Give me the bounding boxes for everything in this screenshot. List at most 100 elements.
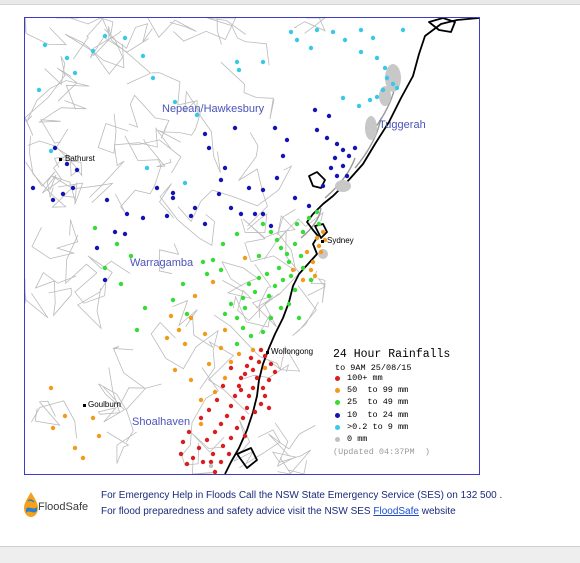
station-dot-cyan bbox=[381, 88, 385, 92]
station-dot-blue bbox=[333, 156, 337, 160]
station-dot-blue bbox=[315, 128, 319, 132]
legend-item: 10 to 24 mm bbox=[333, 410, 473, 422]
station-dot-blue bbox=[103, 278, 107, 282]
station-dot-cyan bbox=[359, 28, 363, 32]
town-marker-wollongong bbox=[266, 351, 269, 354]
floodsafe-logo[interactable]: FloodSafe bbox=[22, 491, 92, 521]
station-dot-green bbox=[317, 222, 321, 226]
station-dot-blue bbox=[261, 188, 265, 192]
legend-label: 10 to 24 mm bbox=[347, 410, 408, 420]
catchment-boundary bbox=[264, 213, 323, 260]
rainfall-legend: 24 Hour Rainfalls to 9AM 25/08/15 100+ m… bbox=[333, 348, 473, 457]
station-dot-blue bbox=[217, 192, 221, 196]
station-dot-orange bbox=[243, 256, 247, 260]
station-dot-green bbox=[257, 276, 261, 280]
station-dot-green bbox=[235, 316, 239, 320]
catchment-boundary bbox=[245, 232, 296, 271]
station-dot-blue bbox=[321, 184, 325, 188]
station-dot-blue bbox=[219, 178, 223, 182]
station-dot-cyan bbox=[343, 38, 347, 42]
preparedness-text-before: For flood preparedness and safety advice… bbox=[101, 506, 373, 517]
station-dot-red bbox=[233, 394, 237, 398]
station-dot-red bbox=[215, 398, 219, 402]
station-dot-green bbox=[223, 312, 227, 316]
station-dot-red bbox=[243, 434, 247, 438]
station-dot-orange bbox=[291, 268, 295, 272]
emergency-help-text: For Emergency Help in Floods Call the NS… bbox=[101, 490, 502, 501]
station-dot-cyan bbox=[341, 96, 345, 100]
station-dot-blue bbox=[273, 126, 277, 130]
station-dot-red bbox=[253, 410, 257, 414]
station-dot-orange bbox=[189, 316, 193, 320]
lake bbox=[365, 116, 377, 140]
catchment-boundary bbox=[90, 31, 148, 58]
station-dot-green bbox=[257, 254, 261, 258]
station-dot-cyan bbox=[103, 34, 107, 38]
station-dot-blue bbox=[247, 186, 251, 190]
town-marker-bathurst bbox=[59, 158, 62, 161]
station-dot-green bbox=[181, 282, 185, 286]
station-dot-green bbox=[315, 210, 319, 214]
station-dot-orange bbox=[51, 426, 55, 430]
catchment-boundary bbox=[35, 401, 60, 425]
station-dot-green bbox=[275, 238, 279, 242]
station-dot-cyan bbox=[375, 56, 379, 60]
station-dot-red bbox=[263, 354, 267, 358]
station-dot-orange bbox=[317, 244, 321, 248]
legend-label: 100+ mm bbox=[347, 373, 383, 383]
lake bbox=[335, 180, 351, 192]
catchment-boundary bbox=[192, 433, 225, 452]
footer: FloodSafe For Emergency Help in Floods C… bbox=[22, 488, 572, 528]
station-dot-red bbox=[221, 384, 225, 388]
station-dot-orange bbox=[311, 260, 315, 264]
station-dot-blue bbox=[189, 214, 193, 218]
floodsafe-website-link[interactable]: FloodSafe bbox=[373, 506, 419, 517]
station-dot-cyan bbox=[235, 60, 239, 64]
catchment-boundary bbox=[98, 367, 124, 422]
legend-swatch bbox=[335, 388, 340, 393]
station-dot-blue bbox=[113, 230, 117, 234]
catchment-boundary bbox=[152, 73, 221, 173]
legend-swatch bbox=[335, 425, 340, 430]
catchment-boundary bbox=[32, 220, 78, 259]
station-dot-blue bbox=[165, 214, 169, 218]
preparedness-text-after: website bbox=[419, 506, 456, 517]
station-dot-orange bbox=[199, 398, 203, 402]
station-dot-green bbox=[201, 260, 205, 264]
station-dot-cyan bbox=[151, 76, 155, 80]
station-dot-orange bbox=[177, 328, 181, 332]
station-dot-blue bbox=[95, 246, 99, 250]
station-dot-red bbox=[259, 348, 263, 352]
station-dot-blue bbox=[285, 138, 289, 142]
station-dot-orange bbox=[321, 230, 325, 234]
station-dot-red bbox=[255, 376, 259, 380]
legend-swatch bbox=[335, 437, 340, 442]
station-dot-cyan bbox=[261, 60, 265, 64]
station-dot-green bbox=[273, 284, 277, 288]
station-dot-blue bbox=[345, 174, 349, 178]
station-dot-green bbox=[211, 258, 215, 262]
catchment-boundary bbox=[158, 92, 200, 142]
station-dot-orange bbox=[81, 456, 85, 460]
station-dot-orange bbox=[309, 268, 313, 272]
station-dot-blue bbox=[329, 166, 333, 170]
region-label-nepean-hawkesbury: Nepean/Hawkesbury bbox=[162, 103, 264, 115]
station-dot-red bbox=[221, 444, 225, 448]
catchment-boundary bbox=[25, 291, 48, 318]
station-dot-red bbox=[247, 394, 251, 398]
station-dot-blue bbox=[327, 114, 331, 118]
catchment-boundary bbox=[207, 18, 269, 66]
station-dot-cyan bbox=[359, 50, 363, 54]
station-dot-cyan bbox=[73, 71, 77, 75]
catchment-boundary bbox=[222, 262, 258, 299]
station-dot-red bbox=[229, 436, 233, 440]
station-dot-green bbox=[265, 272, 269, 276]
station-dot-orange bbox=[207, 362, 211, 366]
station-dot-blue bbox=[171, 191, 175, 195]
station-dot-cyan bbox=[309, 46, 313, 50]
station-dot-red bbox=[235, 426, 239, 430]
station-dot-green bbox=[307, 216, 311, 220]
station-dot-green bbox=[277, 266, 281, 270]
station-dot-cyan bbox=[65, 56, 69, 60]
station-dot-green bbox=[241, 296, 245, 300]
